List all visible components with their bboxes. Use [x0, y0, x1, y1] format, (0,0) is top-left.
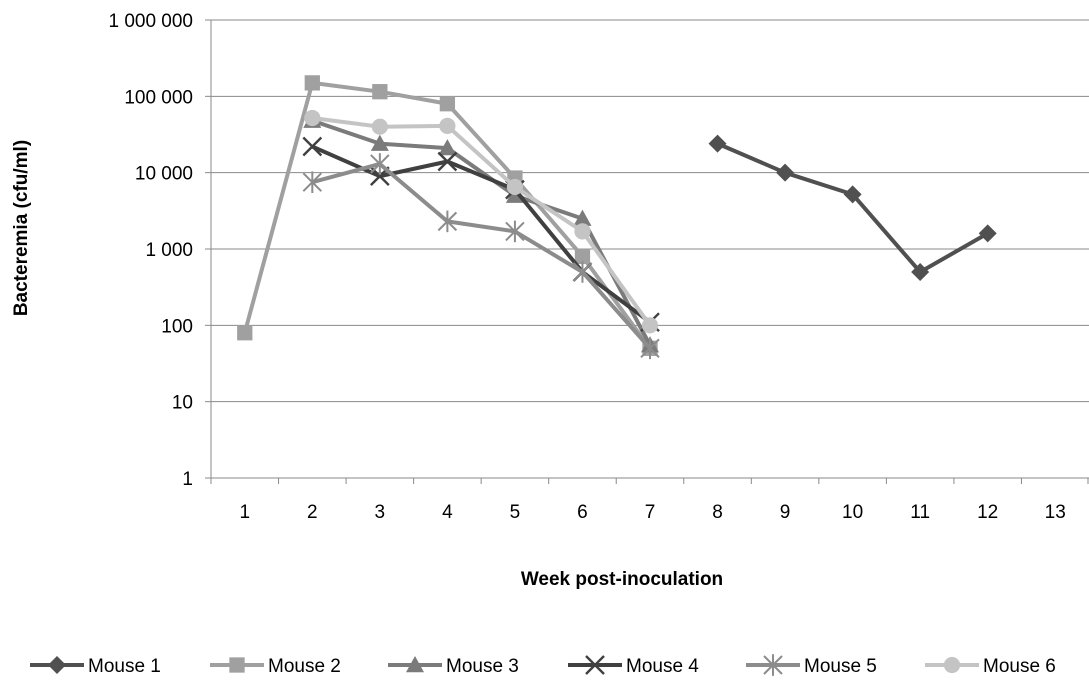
series-mouse-3 — [303, 111, 659, 353]
legend-label: Mouse 1 — [88, 656, 161, 677]
data-point — [372, 84, 388, 100]
data-point — [437, 210, 458, 233]
data-point-stroke — [437, 151, 458, 172]
x-tick-label: 1 — [239, 502, 250, 523]
data-point — [370, 153, 390, 175]
x-tick-label: 12 — [977, 502, 998, 523]
data-point — [304, 109, 321, 127]
data-point — [574, 223, 591, 240]
data-point — [943, 656, 961, 674]
data-point — [304, 75, 320, 91]
grid-lines — [211, 19, 1089, 403]
data-point — [237, 325, 253, 341]
data-point — [574, 248, 591, 265]
data-point — [572, 261, 593, 283]
data-point — [978, 224, 997, 243]
data-point — [641, 317, 659, 334]
data-point — [370, 134, 389, 151]
data-point — [438, 139, 457, 156]
x-tick-label: 3 — [375, 502, 386, 523]
y-axis-label: Bacteremia (cfu/ml) — [11, 140, 32, 316]
y-tick-label: 10 000 — [135, 164, 193, 185]
data-point — [843, 185, 862, 204]
x-tick-label: 4 — [442, 502, 453, 523]
x-tick-label: 8 — [712, 502, 723, 523]
data-point — [640, 337, 660, 360]
series-line — [311, 144, 652, 324]
data-point — [585, 655, 605, 675]
x-tick-label: 5 — [510, 502, 521, 523]
legend-item-mouse-3: Mouse 3 — [388, 656, 519, 677]
y-tick-label: 100 000 — [124, 87, 193, 108]
series-group — [237, 75, 997, 360]
y-tick-label: 1 000 — [145, 240, 193, 261]
x-tick-label: 13 — [1045, 502, 1066, 523]
series-line — [312, 116, 652, 327]
data-point-stroke — [585, 655, 605, 675]
data-point — [371, 118, 388, 135]
data-point — [302, 171, 323, 194]
x-tick-label: 9 — [780, 502, 791, 523]
series-mouse-5 — [302, 153, 660, 360]
legend-item-mouse-2: Mouse 2 — [210, 656, 341, 677]
series-line — [716, 141, 989, 274]
data-point — [439, 96, 456, 112]
data-point — [437, 151, 458, 172]
data-point — [708, 134, 727, 153]
series-line — [311, 118, 652, 347]
data-point — [505, 220, 525, 243]
data-point — [506, 178, 524, 196]
legend-label: Mouse 4 — [626, 656, 699, 677]
data-point — [406, 656, 424, 673]
data-point — [439, 117, 456, 134]
data-point-stroke — [302, 136, 323, 157]
x-tick-label: 10 — [842, 502, 863, 523]
legend: Mouse 1 Mouse 2 Mouse 3 Mouse 4 Mouse 5 Mouse… — [30, 654, 1056, 677]
x-tick-label: 7 — [645, 502, 656, 523]
x-axis-label: Week post-inoculation — [521, 569, 723, 590]
legend-label: Mouse 6 — [983, 656, 1056, 677]
legend-label: Mouse 5 — [804, 656, 877, 677]
data-point — [48, 656, 66, 674]
legend-item-mouse-6: Mouse 6 — [925, 656, 1056, 677]
legend-label: Mouse 3 — [446, 656, 519, 677]
data-point — [776, 163, 795, 182]
x-tick-label: 11 — [910, 502, 930, 523]
legend-item-mouse-1: Mouse 1 — [30, 656, 161, 677]
series-line — [311, 161, 652, 350]
legend-label: Mouse 2 — [268, 656, 341, 677]
y-tick-label: 1 — [182, 469, 193, 490]
series-mouse-1 — [708, 134, 997, 281]
series-mouse-6 — [304, 109, 659, 334]
x-tick-label: 6 — [577, 502, 588, 523]
legend-item-mouse-5: Mouse 5 — [746, 654, 877, 677]
data-point — [763, 654, 783, 676]
legend-item-mouse-4: Mouse 4 — [568, 655, 699, 677]
data-point — [573, 209, 592, 226]
data-point — [911, 262, 930, 281]
y-tick-label: 100 — [161, 316, 193, 337]
x-tick-label: 2 — [307, 502, 318, 523]
y-tick-label: 1 000 000 — [108, 11, 193, 32]
data-point — [302, 136, 323, 157]
series-mouse-4 — [302, 136, 660, 333]
y-tick-label: 10 — [172, 393, 193, 414]
data-point — [229, 657, 245, 673]
